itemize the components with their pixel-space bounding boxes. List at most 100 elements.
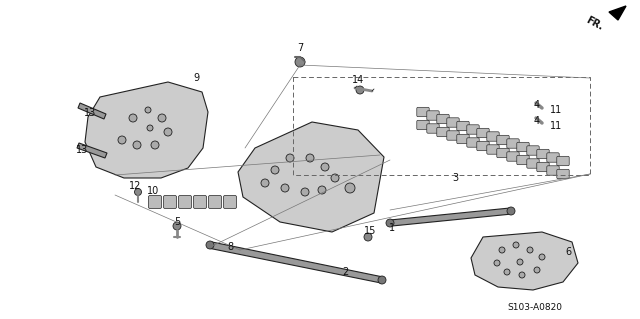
FancyBboxPatch shape: [193, 196, 207, 209]
Text: 12: 12: [129, 181, 141, 191]
Text: S103-A0820: S103-A0820: [508, 302, 563, 311]
Circle shape: [118, 136, 126, 144]
Text: 13: 13: [84, 108, 96, 118]
Circle shape: [286, 154, 294, 162]
Circle shape: [499, 247, 505, 253]
FancyBboxPatch shape: [427, 111, 439, 120]
Circle shape: [295, 57, 305, 67]
Circle shape: [386, 219, 394, 227]
Circle shape: [158, 114, 166, 122]
Circle shape: [301, 188, 309, 196]
FancyBboxPatch shape: [148, 196, 161, 209]
Polygon shape: [390, 208, 512, 226]
Circle shape: [534, 267, 540, 273]
FancyBboxPatch shape: [557, 156, 569, 166]
Polygon shape: [609, 6, 626, 20]
Circle shape: [145, 107, 151, 113]
FancyBboxPatch shape: [527, 146, 539, 155]
Text: 8: 8: [227, 242, 233, 252]
FancyBboxPatch shape: [557, 169, 569, 179]
Text: 6: 6: [565, 247, 571, 257]
Circle shape: [147, 125, 153, 131]
Circle shape: [345, 183, 355, 193]
FancyBboxPatch shape: [537, 162, 549, 172]
FancyBboxPatch shape: [487, 132, 499, 141]
FancyBboxPatch shape: [467, 125, 479, 134]
Circle shape: [507, 207, 515, 215]
FancyBboxPatch shape: [517, 142, 529, 152]
FancyBboxPatch shape: [477, 128, 489, 138]
Text: 1: 1: [389, 223, 395, 233]
FancyBboxPatch shape: [457, 121, 469, 131]
FancyBboxPatch shape: [457, 134, 469, 144]
Text: 13: 13: [76, 145, 88, 155]
Circle shape: [321, 163, 329, 171]
Polygon shape: [78, 103, 106, 119]
Circle shape: [134, 189, 141, 196]
Text: 5: 5: [174, 217, 180, 227]
Polygon shape: [208, 242, 383, 283]
Polygon shape: [471, 232, 578, 290]
Text: 10: 10: [147, 186, 159, 196]
Circle shape: [133, 141, 141, 149]
FancyBboxPatch shape: [447, 118, 460, 127]
Circle shape: [261, 179, 269, 187]
FancyBboxPatch shape: [527, 159, 539, 168]
Circle shape: [364, 233, 372, 241]
Text: 3: 3: [452, 173, 458, 183]
Circle shape: [513, 242, 519, 248]
FancyBboxPatch shape: [497, 148, 509, 158]
Text: 11: 11: [550, 105, 562, 115]
FancyBboxPatch shape: [547, 153, 559, 162]
Text: FR.: FR.: [584, 15, 604, 33]
FancyBboxPatch shape: [517, 155, 529, 165]
Circle shape: [494, 260, 500, 266]
Text: 9: 9: [193, 73, 199, 83]
FancyBboxPatch shape: [537, 149, 549, 159]
Circle shape: [519, 272, 525, 278]
Text: 14: 14: [352, 75, 364, 85]
Circle shape: [318, 186, 326, 194]
FancyBboxPatch shape: [477, 141, 489, 151]
Polygon shape: [238, 122, 384, 232]
Circle shape: [517, 259, 523, 265]
Text: 11: 11: [550, 121, 562, 131]
FancyBboxPatch shape: [179, 196, 191, 209]
Circle shape: [504, 269, 510, 275]
FancyBboxPatch shape: [547, 166, 559, 175]
FancyBboxPatch shape: [223, 196, 237, 209]
FancyBboxPatch shape: [437, 127, 449, 137]
Circle shape: [164, 128, 172, 136]
Circle shape: [331, 174, 339, 182]
Circle shape: [281, 184, 289, 192]
FancyBboxPatch shape: [507, 152, 519, 161]
Text: 15: 15: [364, 226, 376, 236]
FancyBboxPatch shape: [209, 196, 221, 209]
Circle shape: [306, 154, 314, 162]
Circle shape: [129, 114, 137, 122]
Circle shape: [527, 247, 533, 253]
Circle shape: [356, 86, 364, 94]
FancyBboxPatch shape: [507, 139, 519, 148]
Polygon shape: [85, 82, 208, 178]
FancyBboxPatch shape: [447, 131, 460, 140]
Text: 2: 2: [342, 267, 348, 277]
FancyBboxPatch shape: [427, 124, 439, 133]
FancyBboxPatch shape: [487, 145, 499, 154]
Text: 4: 4: [534, 116, 540, 126]
FancyBboxPatch shape: [497, 135, 509, 145]
Circle shape: [539, 254, 545, 260]
FancyBboxPatch shape: [467, 138, 479, 147]
Circle shape: [173, 222, 181, 230]
Circle shape: [206, 241, 214, 249]
FancyBboxPatch shape: [417, 120, 429, 130]
Polygon shape: [77, 143, 107, 158]
FancyBboxPatch shape: [417, 107, 429, 117]
Text: 7: 7: [297, 43, 303, 53]
Circle shape: [151, 141, 159, 149]
FancyBboxPatch shape: [163, 196, 177, 209]
Text: 4: 4: [534, 100, 540, 110]
Circle shape: [378, 276, 386, 284]
FancyBboxPatch shape: [437, 114, 449, 124]
Circle shape: [271, 166, 279, 174]
